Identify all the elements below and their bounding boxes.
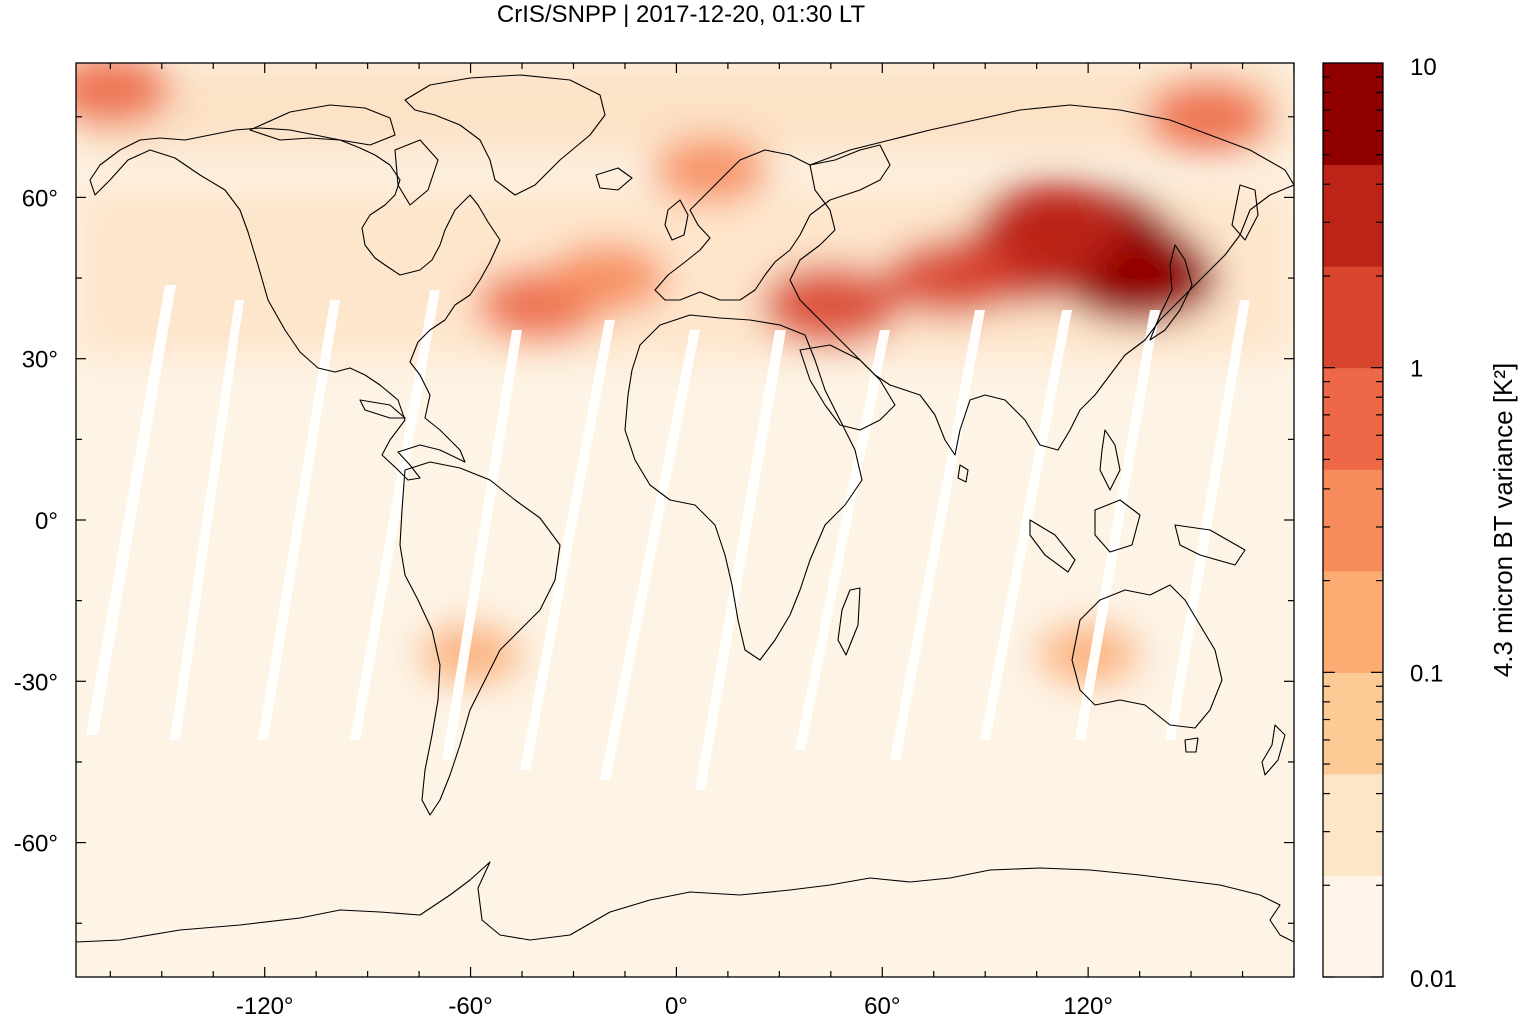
colorbar-tick-label: 10 <box>1410 54 1437 81</box>
coastline-antarctica <box>76 861 1294 943</box>
lat-tick-label: 60° <box>22 185 58 212</box>
lat-axis: 60° 30° 0° -30° -60° <box>14 116 1294 924</box>
colorbar-segment <box>1323 63 1383 166</box>
swath-gap <box>170 300 244 740</box>
coastline-north-america <box>89 127 501 481</box>
coastline-philippines <box>1099 429 1121 491</box>
chart-title: CrIS/SNPP | 2017-12-20, 01:30 LT <box>496 1 866 28</box>
coastline-japan <box>1149 244 1193 341</box>
coastline-south-america <box>399 461 561 816</box>
lat-tick-label: -30° <box>14 669 58 696</box>
coastline-greenland <box>404 74 606 196</box>
coastline-sri-lanka <box>957 464 969 483</box>
swath-gap <box>520 320 615 770</box>
colorbar-segment <box>1323 773 1383 876</box>
swath-gap <box>1075 310 1160 740</box>
swath-gap <box>890 310 985 760</box>
coastline-australia <box>1071 584 1223 729</box>
colorbar-frame <box>1322 62 1384 978</box>
colorbar-tick-label: 1 <box>1410 356 1423 383</box>
coastline-madagascar <box>837 587 861 656</box>
colorbar-segment <box>1323 570 1383 673</box>
lat-tick-label: 30° <box>22 347 58 374</box>
coastlines <box>76 74 1294 943</box>
swath-gaps <box>86 285 1250 790</box>
heat-blob <box>979 181 1129 268</box>
lon-tick-label: 0° <box>665 993 688 1020</box>
swath-gap <box>600 330 700 780</box>
swath-gap <box>1165 300 1250 740</box>
colorbar-segment <box>1323 164 1383 267</box>
colorbar-tick-label: 0.1 <box>1410 660 1443 687</box>
swath-gap <box>442 330 522 760</box>
heat-blob <box>654 137 768 204</box>
swath-gap <box>980 310 1072 740</box>
coastline-europe <box>654 144 891 301</box>
coastline-tasmania <box>1184 737 1199 753</box>
colorbar: 10 1 0.1 0.01 <box>1322 54 1457 993</box>
coastline-borneo <box>1094 499 1141 553</box>
heat-blob <box>1146 80 1271 153</box>
lon-tick-label: -120° <box>236 993 294 1020</box>
colorbar-segment <box>1323 266 1383 369</box>
heat-blob <box>1038 625 1138 684</box>
lat-tick-label: -60° <box>14 831 58 858</box>
heat-blob <box>421 625 520 684</box>
coastline-arctic-islands <box>249 104 396 146</box>
swath-gap <box>258 300 340 740</box>
colorbar-segment <box>1323 367 1383 470</box>
coastline-asia <box>789 104 1294 456</box>
coastline-sumatra <box>1029 519 1076 573</box>
coastline-british-isles <box>664 199 689 241</box>
swath-gap <box>695 330 786 790</box>
heat-field-layer <box>76 63 1294 684</box>
coastline-new-zealand <box>1261 724 1286 776</box>
swath-gap <box>795 330 890 750</box>
lat-tick-label: 0° <box>35 508 58 535</box>
coastline-new-guinea <box>1174 524 1246 566</box>
swath-gap <box>350 290 440 740</box>
heat-blob <box>884 240 1017 317</box>
heat-blob <box>76 63 171 125</box>
heat-blob <box>548 244 667 313</box>
swath-gap <box>86 285 176 735</box>
colorbar-label: 4.3 micron BT variance [K²] <box>1488 363 1518 678</box>
lon-tick-label: -60° <box>448 993 492 1020</box>
colorbar-tick-label: 0.01 <box>1410 966 1457 993</box>
colorbar-segment <box>1323 672 1383 775</box>
coastline-baffin <box>394 139 439 206</box>
colorbar-segment <box>1323 469 1383 572</box>
lon-axis: -120° -60° 0° 60° 120° <box>109 63 1295 1020</box>
lon-tick-label: 60° <box>864 993 900 1020</box>
coastline-iceland <box>595 167 633 191</box>
coastline-cuba <box>359 399 406 419</box>
coastline-kamchatka <box>1231 184 1259 241</box>
heat-blob <box>761 265 900 345</box>
colorbar-segment <box>1323 875 1383 978</box>
lon-tick-label: 120° <box>1063 993 1113 1020</box>
coastline-africa <box>624 314 863 661</box>
coastline-arabia <box>799 344 896 431</box>
